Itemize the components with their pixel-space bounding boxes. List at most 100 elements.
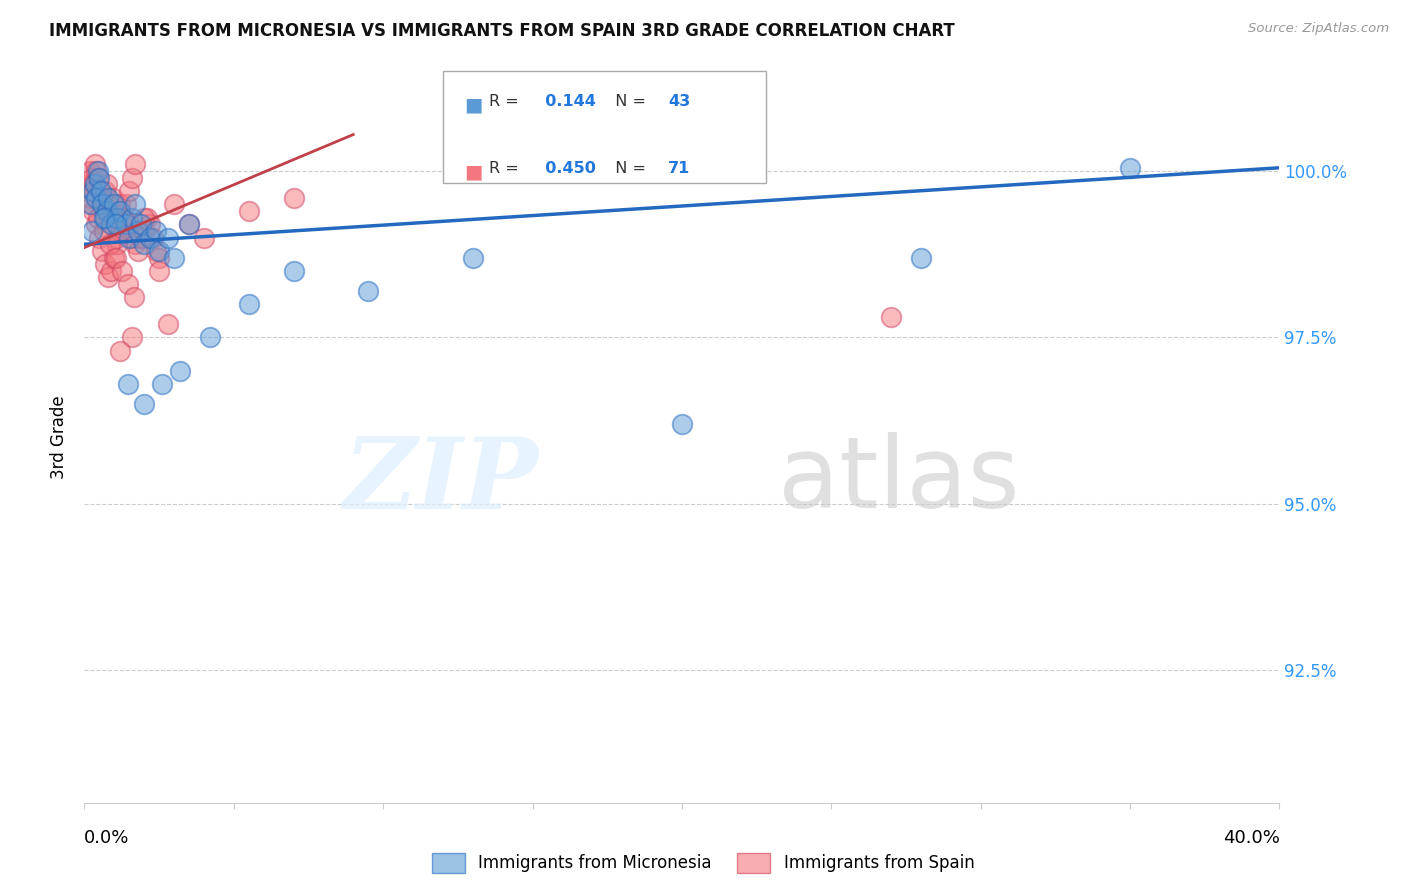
Point [118,184,141,198]
Point [121,230,143,244]
Point [96,178,118,192]
Point [89,184,111,198]
Point [177,217,200,231]
Point [132,224,156,238]
Point [136,211,159,225]
Point [193,230,215,244]
Point [148,244,170,258]
Point [124,197,146,211]
Point [139,217,162,231]
Point [94,184,117,198]
Point [80,224,103,238]
Point [124,237,146,252]
Text: 0.144: 0.144 [534,94,596,109]
Point [91,191,114,205]
Text: ZIP: ZIP [343,433,538,529]
Point [129,217,152,231]
Point [122,290,145,304]
Point [110,343,132,358]
Point [117,376,139,391]
Text: N =: N = [605,94,651,109]
Y-axis label: 3rd Grade: 3rd Grade [51,395,69,479]
Point [97,197,120,211]
Text: N =: N = [605,161,651,176]
Point [94,257,117,271]
Point [357,284,380,298]
Point [112,211,135,225]
Point [87,164,110,178]
Point [110,204,132,219]
Point [132,237,156,252]
Point [77,178,100,192]
Point [76,184,98,198]
Point [238,204,260,219]
Point [107,204,129,219]
Point [100,264,122,278]
Point [86,191,108,205]
Point [100,217,122,231]
Point [91,244,114,258]
Point [79,191,101,205]
Point [238,297,260,311]
Point [98,211,121,225]
Text: ■: ■ [464,95,482,114]
Point [112,211,135,225]
Point [93,204,115,219]
Text: 0.450: 0.450 [534,161,596,176]
Point [127,244,149,258]
Point [82,184,104,198]
Point [96,204,118,219]
Point [157,317,180,331]
Point [121,330,143,344]
Point [880,310,903,325]
Point [110,224,132,238]
Point [101,191,124,205]
Point [132,211,156,225]
Text: atlas: atlas [778,433,1019,530]
Point [80,197,103,211]
Point [90,197,112,211]
Point [124,157,146,171]
Point [89,230,111,244]
Point [79,164,101,178]
Point [110,197,132,211]
Point [83,157,105,171]
Point [93,211,115,225]
Point [111,264,134,278]
Point [82,178,104,192]
Point [103,211,125,225]
Point [91,197,114,211]
Point [157,230,180,244]
Point [115,197,138,211]
Point [82,204,104,219]
Point [86,164,108,178]
Point [97,191,120,205]
Point [105,211,128,225]
Point [98,237,121,252]
Point [163,197,186,211]
Text: 40.0%: 40.0% [1223,829,1279,847]
Point [103,251,125,265]
Text: 0.0%: 0.0% [84,829,129,847]
Text: 43: 43 [668,94,690,109]
Point [118,217,141,231]
Point [150,376,173,391]
Point [89,170,111,185]
Point [145,224,167,238]
Point [127,224,149,238]
Point [86,217,108,231]
Point [198,330,221,344]
Point [142,230,165,244]
Point [100,204,122,219]
Point [121,211,143,225]
Point [121,170,143,185]
Text: R =: R = [489,94,524,109]
Point [671,417,693,431]
Point [117,277,139,292]
Point [139,230,162,244]
Point [104,217,127,231]
Point [132,397,156,411]
Legend: Immigrants from Micronesia, Immigrants from Spain: Immigrants from Micronesia, Immigrants f… [425,847,981,880]
Text: Source: ZipAtlas.com: Source: ZipAtlas.com [1249,22,1389,36]
Point [148,264,170,278]
